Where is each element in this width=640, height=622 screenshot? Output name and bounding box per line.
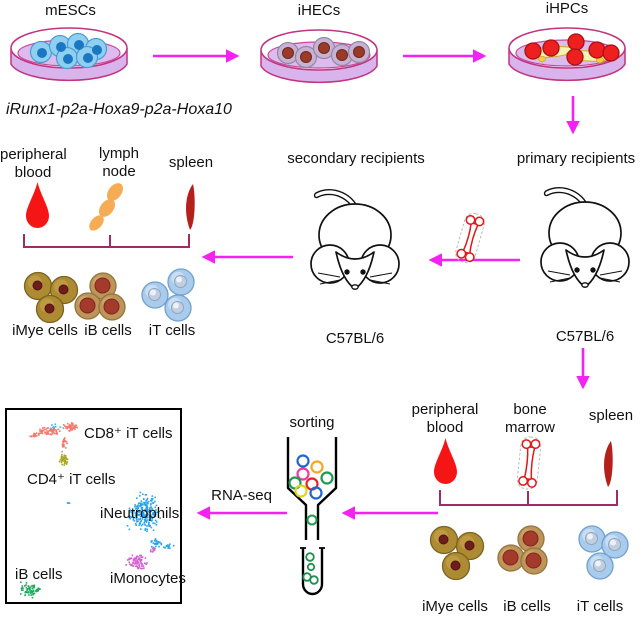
sorting-label: sorting xyxy=(289,414,335,431)
ib-cell-cluster xyxy=(74,272,126,321)
sorting-funnel-icon xyxy=(286,437,338,596)
lymph-node-label: lymph node xyxy=(98,145,139,180)
secondary-strain-label: C57BL/6 xyxy=(325,330,385,347)
petri-dish-mescs-icon xyxy=(10,27,128,82)
it-cell-cluster xyxy=(141,268,195,322)
bracket-left-organs xyxy=(23,234,190,248)
tsne-label-ineutrophils: iNeutrophils xyxy=(100,505,180,522)
bracket-right-organs xyxy=(439,490,618,506)
petri-dish-ihpcs-icon xyxy=(508,27,626,82)
construct-label: iRunx1-p2a-Hoxa9-p2a-Hoxa10 xyxy=(6,101,232,118)
imye-cells-label-2: iMye cells xyxy=(422,598,488,615)
spleen-label-2: spleen xyxy=(588,407,634,424)
imye-cell-cluster-2 xyxy=(429,525,485,581)
peripheral-blood-label: peripheral blood xyxy=(0,146,67,181)
mescs-label: mESCs xyxy=(45,2,96,19)
bone-marrow-label: bone marrow xyxy=(504,401,555,436)
primary-recipients-label: primary recipients xyxy=(516,150,636,167)
tsne-plot: CD8⁺ iT cells CD4⁺ iT cells iNeutrophils iM… xyxy=(5,408,186,604)
peripheral-blood-label-2: peripheral blood xyxy=(411,401,479,436)
tsne-label-cd8-it: CD8⁺ iT cells xyxy=(84,425,173,442)
tsne-label-imonocytes: iMonocytes xyxy=(110,570,186,587)
imye-cell-cluster xyxy=(23,271,79,324)
ihecs-label: iHECs xyxy=(297,2,341,19)
it-cells-label-2: iT cells xyxy=(576,598,624,615)
tsne-scatter xyxy=(20,422,175,599)
tsne-label-ib-cells: iB cells xyxy=(15,566,63,583)
lymph-node-icon xyxy=(89,183,124,231)
blood-drop-icon-2 xyxy=(434,438,457,484)
ib-cells-label: iB cells xyxy=(84,322,132,339)
secondary-mouse-icon xyxy=(310,189,400,290)
tsne-label-cd4-it: CD4⁺ iT cells xyxy=(27,471,116,488)
ib-cell-cluster-2 xyxy=(497,525,548,575)
secondary-recipients-label: secondary recipients xyxy=(287,150,425,167)
petri-dish-ihecs-icon xyxy=(260,29,378,84)
ib-cells-label-2: iB cells xyxy=(503,598,551,615)
primary-strain-label: C57BL/6 xyxy=(555,328,615,345)
blood-drop-icon xyxy=(26,182,49,228)
primary-mouse-icon xyxy=(540,187,630,288)
spleen-icon xyxy=(186,184,195,230)
ihpcs-label: iHPCs xyxy=(545,0,589,17)
it-cell-cluster-2 xyxy=(578,525,629,580)
ihpc-cells-red xyxy=(524,33,620,66)
bone-icon xyxy=(455,212,485,264)
spleen-label: spleen xyxy=(168,154,214,171)
spleen-icon-2 xyxy=(604,441,613,487)
test-tube-icon xyxy=(300,547,325,596)
rnaseq-label: RNA-seq xyxy=(211,487,272,504)
bone-marrow-icon xyxy=(516,436,542,490)
imye-cells-label: iMye cells xyxy=(12,322,78,339)
it-cells-label: iT cells xyxy=(148,322,196,339)
